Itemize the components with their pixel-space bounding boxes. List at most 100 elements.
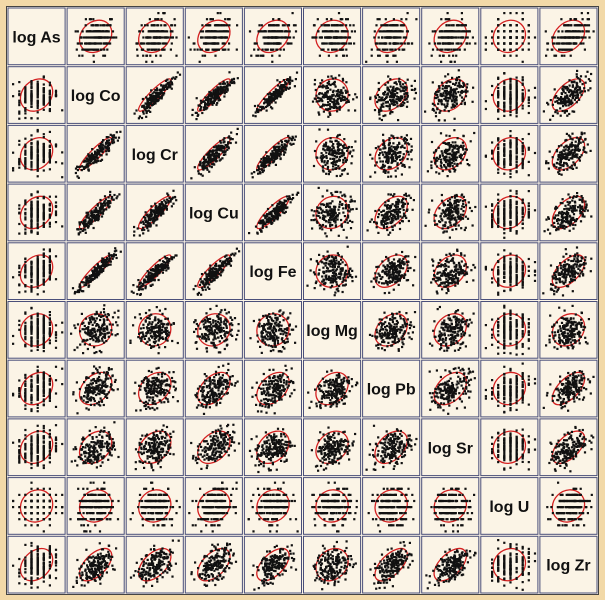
data-point	[393, 92, 396, 96]
data-point	[348, 94, 351, 97]
data-point	[404, 81, 407, 84]
data-point	[515, 102, 518, 105]
data-point	[202, 157, 205, 161]
data-point	[204, 104, 207, 107]
data-point	[36, 148, 39, 151]
data-point	[461, 30, 464, 33]
data-point	[497, 96, 500, 99]
data-point	[327, 75, 330, 78]
data-point	[203, 54, 207, 57]
data-point	[455, 99, 458, 102]
data-point	[278, 36, 281, 39]
data-point	[533, 86, 537, 89]
data-point	[402, 89, 405, 92]
data-point	[78, 54, 81, 57]
data-point	[258, 167, 261, 170]
data-point	[339, 18, 342, 21]
data-point	[102, 139, 105, 142]
data-point	[155, 96, 158, 99]
data-point	[453, 60, 456, 63]
data-point	[30, 134, 33, 137]
data-point	[401, 83, 405, 86]
data-point	[149, 102, 152, 105]
data-point	[388, 36, 391, 39]
data-point	[457, 36, 460, 39]
data-point	[215, 156, 218, 160]
data-point	[335, 105, 338, 108]
data-point	[388, 90, 391, 93]
data-point	[460, 96, 464, 99]
data-point	[335, 174, 338, 178]
data-point	[42, 75, 45, 78]
data-point	[544, 30, 547, 33]
data-point	[578, 98, 581, 101]
panel-border	[480, 7, 539, 66]
data-point	[449, 89, 453, 92]
data-point	[92, 54, 95, 57]
data-point	[155, 97, 158, 100]
data-point	[261, 48, 264, 51]
data-point	[410, 145, 413, 148]
data-point	[81, 48, 84, 51]
data-point	[334, 139, 337, 143]
data-point	[102, 30, 105, 33]
data-point	[337, 12, 341, 15]
data-point	[36, 140, 39, 143]
data-point	[592, 30, 595, 33]
data-point	[313, 149, 317, 153]
data-point	[156, 89, 159, 92]
data-point	[98, 149, 101, 153]
data-point	[515, 158, 518, 161]
data-point	[145, 54, 149, 57]
data-point	[236, 77, 239, 80]
scatter-points	[190, 127, 239, 180]
data-point	[335, 155, 339, 158]
data-point	[314, 88, 317, 92]
data-point	[287, 80, 290, 83]
data-point	[491, 141, 494, 144]
data-point	[385, 104, 388, 108]
data-point	[18, 143, 21, 146]
data-point	[48, 130, 51, 133]
data-point	[562, 88, 565, 91]
data-point	[561, 36, 564, 39]
data-point	[157, 99, 160, 102]
data-point	[568, 48, 571, 51]
data-point	[344, 36, 347, 39]
data-point	[448, 142, 451, 145]
data-point	[88, 30, 91, 33]
data-point	[48, 81, 51, 84]
confidence-ellipse	[197, 19, 231, 54]
confidence-ellipse	[433, 19, 468, 54]
data-point	[329, 30, 332, 33]
data-point	[521, 42, 524, 45]
data-point	[440, 18, 443, 21]
panel-border	[421, 66, 480, 124]
data-point	[213, 163, 216, 166]
data-point	[455, 36, 458, 39]
data-point	[454, 88, 457, 91]
data-point	[389, 48, 392, 51]
data-point	[214, 54, 217, 57]
data-point	[270, 158, 273, 161]
data-point	[24, 137, 27, 140]
data-point	[327, 36, 330, 39]
data-point	[386, 48, 389, 51]
data-point	[398, 77, 401, 80]
data-point	[18, 139, 21, 142]
data-point	[200, 48, 203, 51]
data-point	[325, 42, 328, 45]
data-point	[30, 117, 33, 120]
data-point	[262, 166, 265, 169]
data-point	[574, 86, 577, 89]
data-point	[552, 42, 555, 45]
data-point	[327, 173, 330, 176]
data-point	[389, 91, 392, 94]
data-point	[424, 110, 427, 113]
data-point	[266, 36, 269, 39]
data-point	[561, 30, 564, 33]
data-point	[345, 42, 348, 45]
data-point	[395, 83, 398, 86]
data-point	[521, 100, 524, 103]
data-point	[387, 93, 390, 96]
